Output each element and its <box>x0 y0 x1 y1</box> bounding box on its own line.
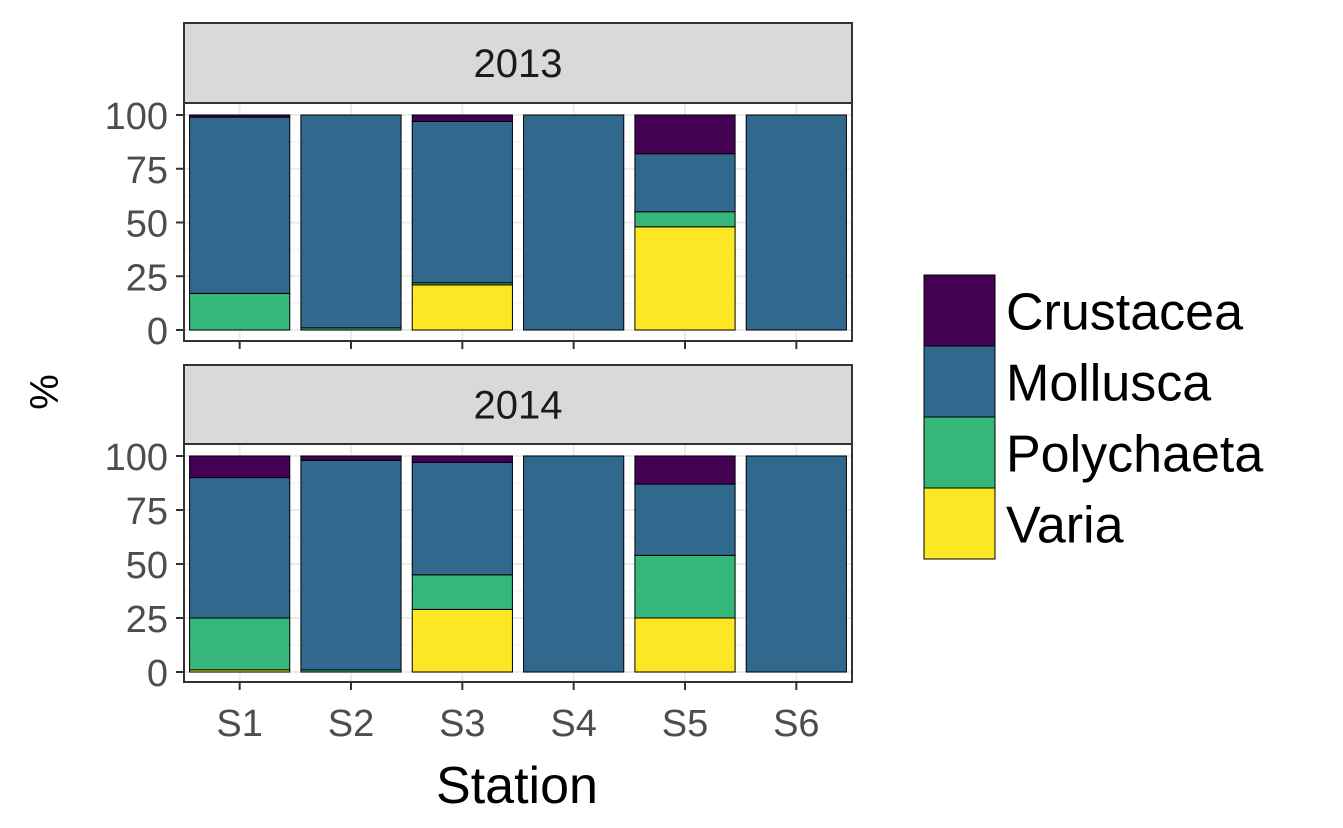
bar-mollusca-s6 <box>745 455 847 673</box>
x-tick-label: S2 <box>328 703 374 745</box>
y-tick-label: 100 <box>105 437 168 479</box>
bar-varia-s5 <box>634 226 736 331</box>
bar-mollusca-s5 <box>634 153 736 213</box>
bar-mollusca-s5 <box>634 483 736 556</box>
facet-strip <box>183 22 853 104</box>
bar-varia-s3 <box>411 608 513 673</box>
bar-mollusca-s1 <box>189 116 291 294</box>
bar-crustacea-s3 <box>411 114 513 122</box>
facet-strip-label: 2014 <box>474 384 563 428</box>
bar-crustacea-s1 <box>189 114 291 118</box>
bar-crustacea-s3 <box>411 455 513 463</box>
x-tick-label: S6 <box>773 703 819 745</box>
bar-mollusca-s1 <box>189 477 291 619</box>
y-tick-label: 75 <box>126 491 168 533</box>
facet-strip-label: 2013 <box>474 42 563 86</box>
y-tick-label: 25 <box>126 599 168 641</box>
legend: Crustacea Mollusca Polychaeta Varia <box>923 274 1263 560</box>
bar-mollusca-s3 <box>411 461 513 576</box>
x-axis-title: Station <box>436 757 598 815</box>
bar-mollusca-s2 <box>300 114 402 329</box>
bar-polychaeta-s5 <box>634 211 736 228</box>
bar-crustacea-s5 <box>634 114 736 155</box>
legend-label-mollusca: Mollusca <box>1006 355 1211 413</box>
bars <box>189 114 847 331</box>
bar-crustacea-s1 <box>189 455 291 479</box>
bar-mollusca-s4 <box>523 114 625 331</box>
y-tick-label: 100 <box>105 96 168 138</box>
y-axis-title: % <box>23 374 67 410</box>
bar-mollusca-s2 <box>300 459 402 671</box>
legend-key-mollusca <box>923 345 996 418</box>
bars <box>189 455 847 673</box>
bar-crustacea-s2 <box>300 455 402 461</box>
y-tick-label: 0 <box>147 311 168 353</box>
legend-label-crustacea: Crustacea <box>1006 284 1243 342</box>
x-tick-label: S5 <box>662 703 708 745</box>
y-tick-label: 75 <box>126 150 168 192</box>
bar-varia-s3 <box>411 284 513 331</box>
bar-mollusca-s3 <box>411 120 513 284</box>
bar-varia-s5 <box>634 617 736 673</box>
bar-polychaeta-s5 <box>634 554 736 619</box>
bar-polychaeta-s1 <box>189 292 291 331</box>
x-tick-label: S1 <box>216 703 262 745</box>
legend-key-crustacea <box>923 274 996 347</box>
legend-key-varia <box>923 487 996 560</box>
facet-panel-2014: 2014 0 25 50 75 100 S1 S2 S3 S4 S5 S6 <box>105 364 853 745</box>
bar-polychaeta-s1 <box>189 617 291 671</box>
y-tick-label: 25 <box>126 257 168 299</box>
x-tick-label: S3 <box>439 703 485 745</box>
bar-polychaeta-s3 <box>411 574 513 610</box>
bar-mollusca-s6 <box>745 114 847 331</box>
y-tick-label: 50 <box>126 545 168 587</box>
legend-label-varia: Varia <box>1006 497 1124 555</box>
facet-panel-2013: 2013 0 25 50 75 100 <box>105 22 853 353</box>
legend-label-polychaeta: Polychaeta <box>1006 426 1263 484</box>
y-tick-label: 50 <box>126 204 168 246</box>
bar-mollusca-s4 <box>523 455 625 673</box>
x-tick-label: S4 <box>550 703 596 745</box>
legend-key-polychaeta <box>923 416 996 489</box>
bar-crustacea-s5 <box>634 455 736 485</box>
y-tick-label: 0 <box>147 653 168 695</box>
